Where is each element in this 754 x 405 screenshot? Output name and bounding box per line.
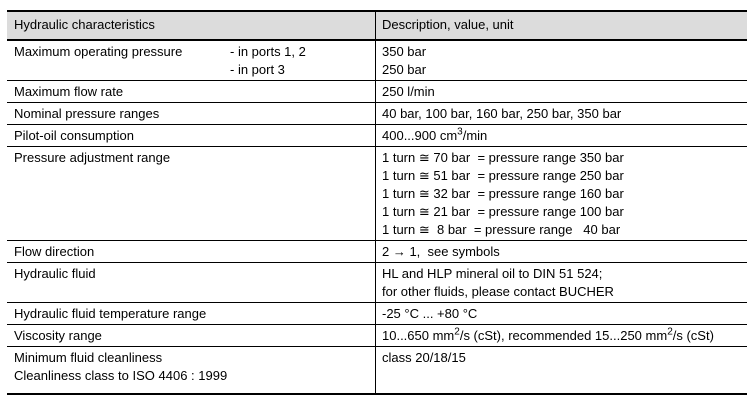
value-cell: 2 → 1, see symbols [375,241,747,262]
row-minimum-fluid-cleanliness: Minimum fluid cleanliness Cleanliness cl… [7,347,747,393]
value-line: 10...650 mm2/s (cSt), recommended 15...2… [382,327,741,345]
row-flow-direction: Flow direction 2 → 1, see symbols [7,241,747,263]
characteristic-cell: Maximum flow rate [7,81,375,102]
characteristic-cell: Minimum fluid cleanliness Cleanliness cl… [7,347,375,393]
value-line: 1 turn ≅ 21 bar = pressure range 100 bar [382,204,624,219]
characteristic-cell: Pilot-oil consumption [7,125,375,146]
value-text: /s (cSt), recommended 15...250 mm [459,328,668,343]
value-cell: 10...650 mm2/s (cSt), recommended 15...2… [375,325,747,346]
row-hydraulic-fluid: Hydraulic fluid HL and HLP mineral oil t… [7,263,747,303]
superscript-2: 2 [454,326,460,338]
value-text: /s (cSt) [672,328,714,343]
characteristic-label: Hydraulic fluid [14,266,96,281]
value-cell: 350 bar 250 bar [375,41,747,80]
row-pilot-oil-consumption: Pilot-oil consumption 400...900 cm3/min [7,125,747,147]
characteristic-cell: Hydraulic fluid [7,263,375,302]
value-line: 1 turn ≅ 70 bar = pressure range 350 bar [382,150,624,165]
characteristic-cell: Pressure adjustment range [7,147,375,240]
characteristic-label: Hydraulic fluid temperature range [14,306,207,321]
column-header-description: Description, value, unit [375,12,747,39]
row-hydraulic-fluid-temperature-range: Hydraulic fluid temperature range -25 °C… [7,303,747,325]
hydraulic-characteristics-table: Hydraulic characteristics Description, v… [7,10,747,395]
row-maximum-operating-pressure: Maximum operating pressure - in ports 1,… [7,41,747,81]
value-cell: -25 °C ... +80 °C [375,303,747,324]
row-pressure-adjustment-range: Pressure adjustment range 1 turn ≅ 70 ba… [7,147,747,241]
characteristic-label: Maximum flow rate [14,84,124,99]
column-header-characteristics-label: Hydraulic characteristics [14,17,155,32]
characteristic-label: Pilot-oil consumption [14,128,134,143]
value-line: 350 bar [382,44,427,59]
sublabel-port-3: - in port 3 [230,62,285,77]
characteristic-label: Viscosity range [14,328,102,343]
characteristic-cell: Nominal pressure ranges [7,103,375,124]
value-cell: 400...900 cm3/min [375,125,747,146]
value-line: for other fluids, please contact BUCHER [382,284,614,299]
value-cell: HL and HLP mineral oil to DIN 51 524; fo… [375,263,747,302]
column-header-description-label: Description, value, unit [382,17,514,32]
value-line: -25 °C ... +80 °C [382,306,478,321]
value-cell: 250 l/min [375,81,747,102]
superscript-3: 3 [457,126,463,138]
characteristic-cell: Hydraulic fluid temperature range [7,303,375,324]
characteristic-cell: Viscosity range [7,325,375,346]
characteristic-label-line2: Cleanliness class to ISO 4406 : 1999 [14,368,228,383]
value-line: class 20/18/15 [382,350,466,365]
characteristic-cell: Flow direction [7,241,375,262]
value-line: 400...900 cm3/min [382,127,741,145]
characteristic-label: Maximum operating pressure [14,44,183,59]
value-cell: class 20/18/15 [375,347,747,393]
value-text: /min [462,128,488,143]
sublabel-ports-1-2: - in ports 1, 2 [230,44,306,59]
value-line: 1 turn ≅ 32 bar = pressure range 160 bar [382,186,624,201]
value-text: 400...900 cm [382,128,458,143]
characteristic-label: Flow direction [14,244,95,259]
table-header-row: Hydraulic characteristics Description, v… [7,12,747,41]
characteristic-label: Nominal pressure ranges [14,106,160,121]
value-line: 2 → 1, see symbols [382,244,500,259]
value-line: 250 l/min [382,84,435,99]
characteristic-cell: Maximum operating pressure - in ports 1,… [7,41,375,80]
row-viscosity-range: Viscosity range 10...650 mm2/s (cSt), re… [7,325,747,347]
value-cell: 1 turn ≅ 70 bar = pressure range 350 bar… [375,147,747,240]
characteristic-sublabels: - in ports 1, 2 - in port 3 [230,43,369,79]
value-cell: 40 bar, 100 bar, 160 bar, 250 bar, 350 b… [375,103,747,124]
value-line: 1 turn ≅ 8 bar = pressure range 40 bar [382,222,621,237]
value-text: 10...650 mm [382,328,455,343]
superscript-2: 2 [667,326,673,338]
value-line: 1 turn ≅ 51 bar = pressure range 250 bar [382,168,624,183]
column-header-characteristics: Hydraulic characteristics [7,12,375,39]
characteristic-label: Minimum fluid cleanliness [14,350,163,365]
row-nominal-pressure-ranges: Nominal pressure ranges 40 bar, 100 bar,… [7,103,747,125]
characteristic-label: Pressure adjustment range [14,150,171,165]
value-line: HL and HLP mineral oil to DIN 51 524; [382,266,603,281]
row-maximum-flow-rate: Maximum flow rate 250 l/min [7,81,747,103]
value-line: 250 bar [382,62,427,77]
value-line: 40 bar, 100 bar, 160 bar, 250 bar, 350 b… [382,106,622,121]
